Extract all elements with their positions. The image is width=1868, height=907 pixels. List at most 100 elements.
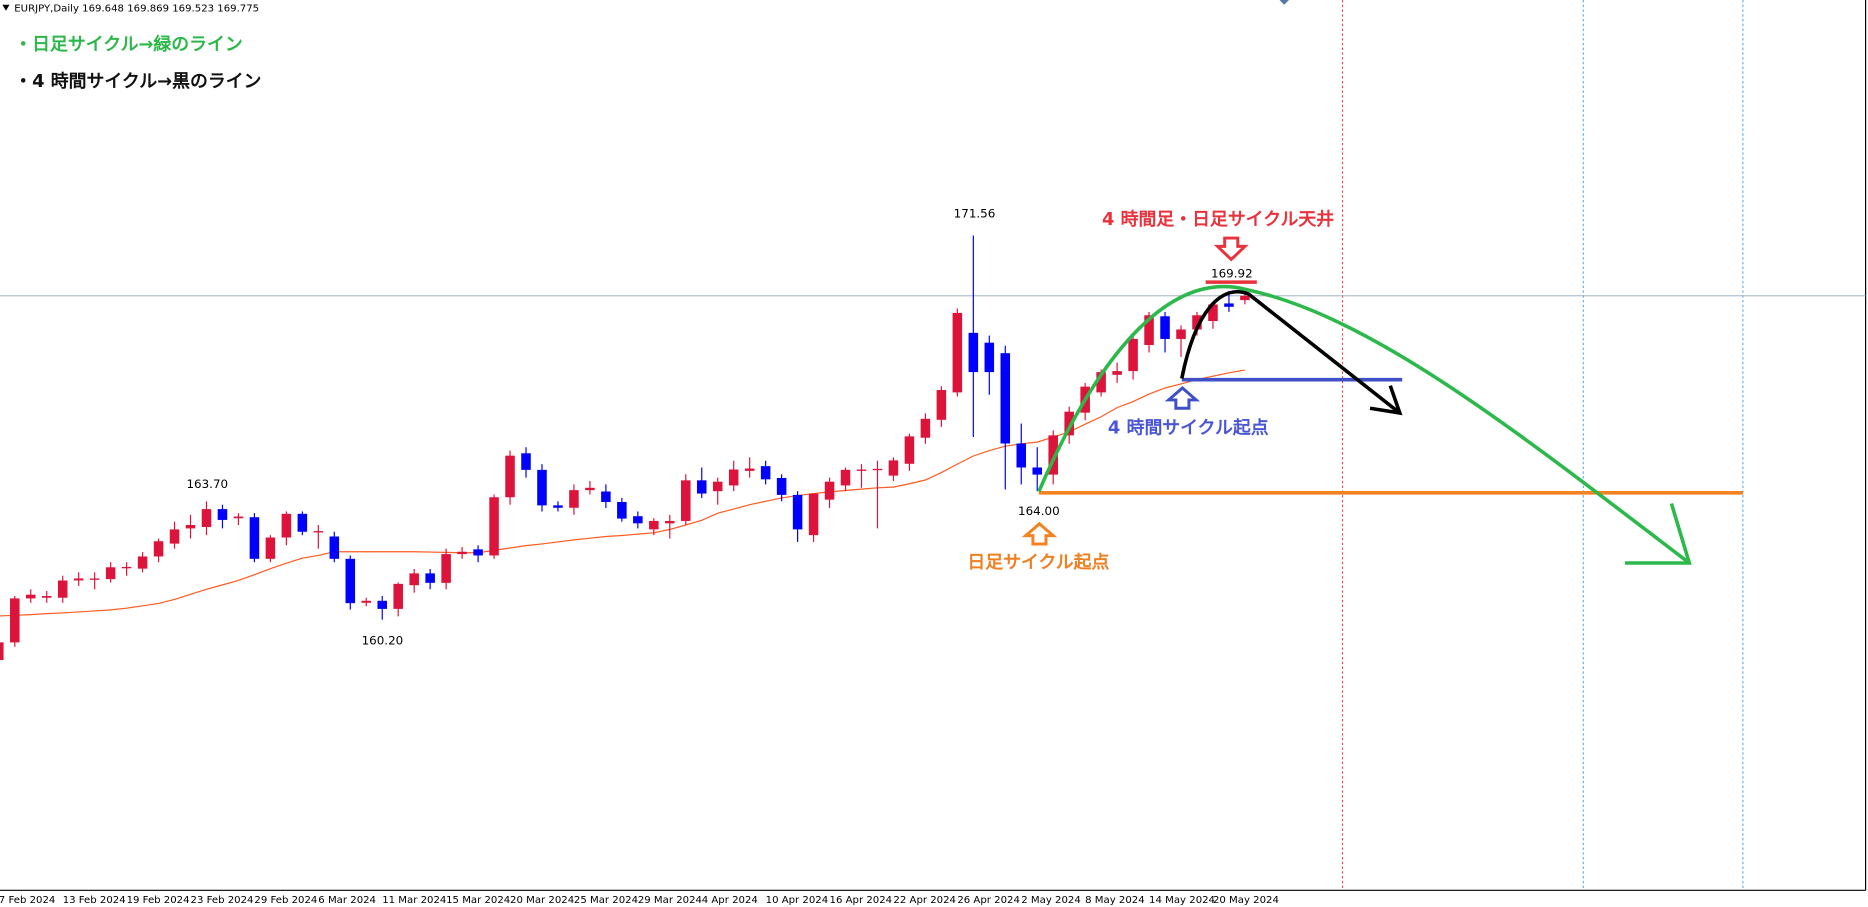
candle-body	[265, 537, 276, 559]
candle-body	[73, 578, 84, 581]
candle-body	[505, 455, 515, 498]
x-tick-label: 29 Mar 2024	[638, 895, 702, 906]
chart-title: EURJPY,Daily 169.648 169.869 169.523 169…	[14, 3, 259, 14]
candle-body	[936, 390, 947, 420]
x-tick-label: 6 Mar 2024	[318, 895, 376, 906]
x-tick-label: 23 Feb 2024	[191, 895, 254, 906]
candle-body	[1192, 315, 1202, 330]
candle-body	[920, 418, 931, 438]
marker	[1279, 0, 1290, 5]
candle-body	[760, 466, 771, 480]
candle-body	[904, 436, 915, 464]
candle-body	[1000, 353, 1011, 444]
candle-body	[1032, 467, 1042, 475]
candle-body	[441, 554, 451, 583]
candle-body	[872, 468, 883, 471]
candle-body	[712, 481, 723, 492]
h4-arrowhead	[1369, 385, 1403, 416]
candle-body	[585, 487, 595, 491]
candle-body	[25, 594, 36, 599]
candle-body	[425, 573, 435, 583]
candle-body	[1112, 371, 1122, 375]
candle-body	[217, 509, 228, 520]
annotation: ・4 時間サイクル→黒のライン	[14, 71, 261, 92]
candle-body	[808, 493, 819, 536]
candle-body	[249, 517, 260, 559]
price-label: 164.00	[1018, 504, 1060, 518]
candle-body	[409, 573, 419, 586]
daily-cycle-curve	[1037, 284, 1691, 565]
x-tick-label: 19 Feb 2024	[127, 895, 190, 906]
price-label: 169.92	[1211, 267, 1253, 281]
candle-body	[1224, 303, 1234, 307]
price-label: 171.56	[954, 207, 996, 221]
candle-body	[361, 600, 372, 603]
up-arrow	[1021, 521, 1058, 546]
x-tick-label: 22 Apr 2024	[893, 895, 956, 906]
candle-body	[233, 516, 244, 519]
candle-body	[377, 600, 387, 609]
moving-average	[0, 369, 1246, 617]
x-tick-label: 10 Apr 2024	[766, 895, 829, 906]
candle-body	[329, 536, 340, 559]
candle-body	[473, 549, 483, 556]
candle-body	[345, 558, 356, 604]
candle-body	[840, 469, 851, 486]
x-tick-label: 25 Mar 2024	[574, 895, 638, 906]
candle-body	[776, 477, 787, 495]
annotation: 4 時間サイクル起点	[1108, 417, 1269, 439]
annotation: ・日足サイクル→緑のライン	[14, 33, 242, 55]
candle-body	[105, 567, 116, 580]
candle-body	[1240, 295, 1250, 301]
candle-body	[1144, 315, 1154, 346]
candle-body	[489, 497, 499, 556]
x-tick-label: 16 Apr 2024	[830, 895, 893, 906]
candle-body	[649, 520, 659, 530]
candle-body	[1176, 329, 1186, 339]
candle-body	[824, 481, 835, 500]
candle-body	[1128, 338, 1138, 372]
x-tick-label: 8 May 2024	[1085, 895, 1145, 906]
candle-body	[1208, 304, 1218, 322]
candle-body	[393, 583, 403, 609]
candle-body	[201, 509, 212, 528]
candle-body	[665, 520, 675, 524]
candle-body	[633, 516, 643, 524]
candle-body	[521, 453, 531, 470]
candle-body	[281, 513, 292, 538]
price-label: 163.70	[186, 477, 228, 491]
candle-body	[57, 580, 68, 598]
candle-body	[89, 578, 100, 580]
x-tick-label: 7 Feb 2024	[0, 895, 55, 906]
candle-body	[792, 494, 803, 530]
candle-body	[601, 491, 611, 502]
candle-body	[153, 541, 164, 557]
candle-body	[553, 505, 563, 508]
x-tick-label: 2 May 2024	[1021, 895, 1081, 906]
candle-body	[984, 342, 995, 373]
candle-body	[1096, 372, 1106, 393]
x-tick-label: 26 Apr 2024	[957, 895, 1020, 906]
candle-body	[1016, 443, 1027, 468]
candle-body	[696, 480, 707, 494]
up-arrow	[1164, 386, 1201, 410]
candle-body	[457, 551, 467, 555]
annotation: 4 時間足・日足サイクル天井	[1102, 208, 1334, 230]
menu-triangle	[2, 4, 10, 11]
candle-body	[0, 642, 4, 660]
x-tick-label: 14 May 2024	[1149, 895, 1215, 906]
candle-body	[888, 460, 899, 476]
candle-body	[952, 312, 963, 393]
annotation: 日足サイクル起点	[967, 551, 1109, 573]
plot: 7 Feb 2024 13 Feb 2024 19 Feb 2024 23 Feb 2…	[0, 207, 1866, 906]
candle-body	[617, 501, 627, 519]
candle-body	[680, 480, 691, 521]
price-label: 160.20	[362, 634, 404, 648]
candle-body	[728, 469, 739, 486]
candle-body	[537, 469, 547, 506]
candle-body	[744, 468, 755, 471]
candle-body	[1048, 435, 1058, 475]
candle-body	[968, 332, 979, 373]
